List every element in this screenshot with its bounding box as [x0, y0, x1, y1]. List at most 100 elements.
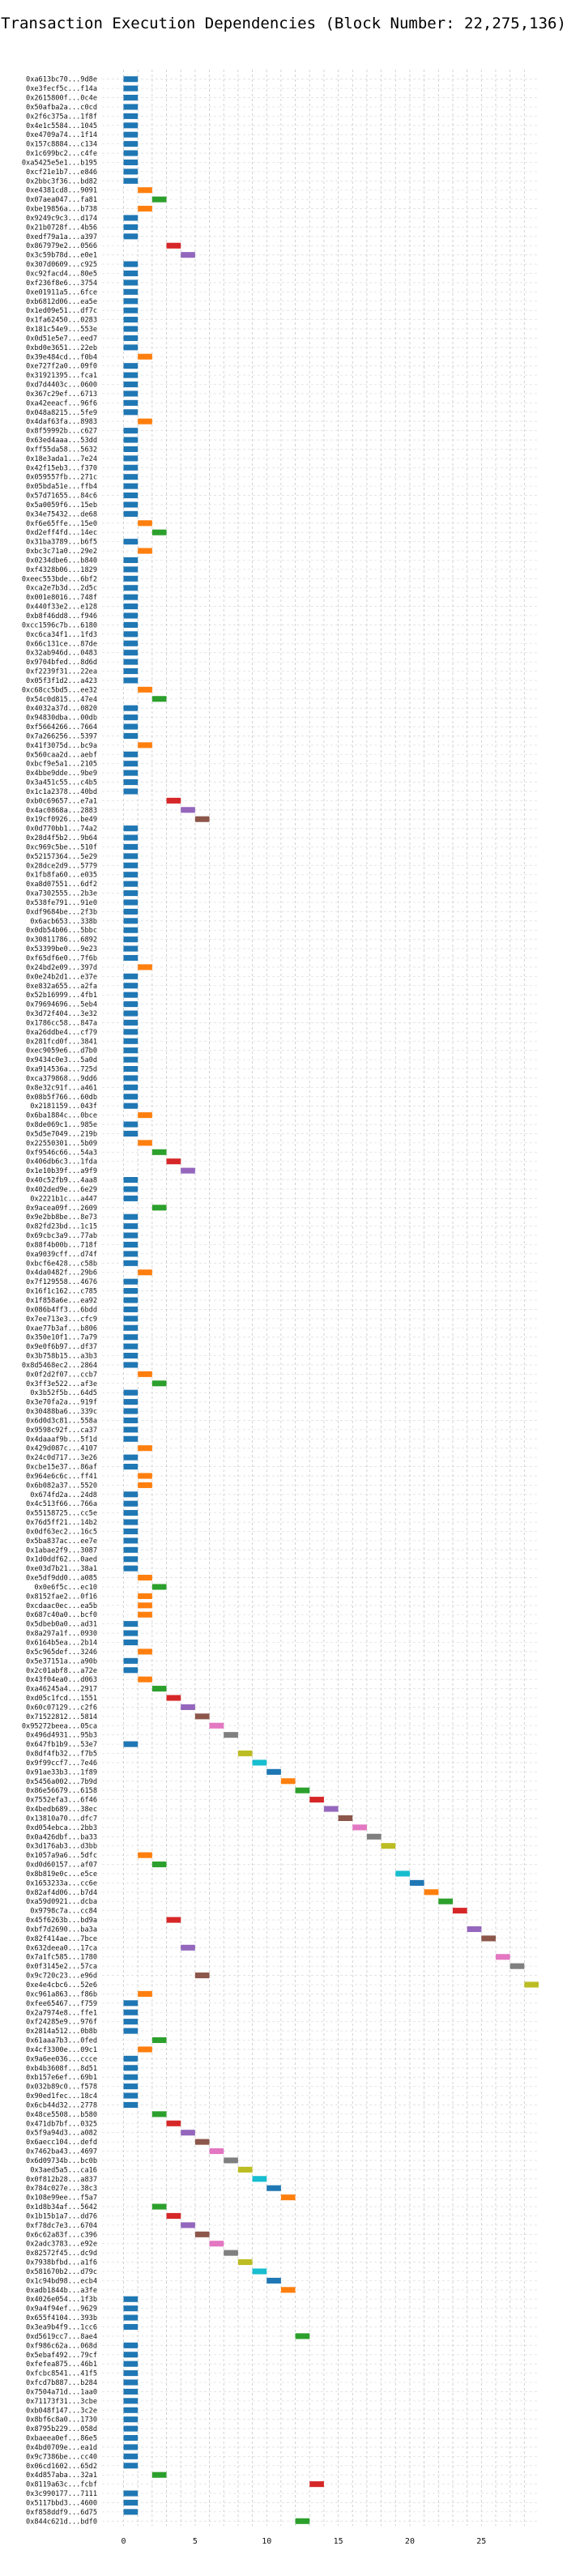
- transaction-label: 0x496d4931...95b3: [26, 1732, 97, 1740]
- transaction-bar: [138, 964, 152, 970]
- transaction-label: 0x3c59b78d...e0e1: [26, 252, 97, 260]
- transaction-label: 0xb6812d06...ea5e: [26, 298, 97, 306]
- transaction-bar: [123, 288, 139, 295]
- transaction-label: 0x5117bbd3...4600: [26, 2499, 97, 2507]
- transaction-label: 0x05f3f1d2...a423: [26, 677, 97, 685]
- transaction-bar: [123, 1630, 139, 1636]
- transaction-label: 0x3b52f5b...64d5: [30, 1389, 97, 1397]
- transaction-bar: [123, 2398, 139, 2404]
- transaction-bar: [123, 113, 139, 119]
- transaction-bar: [123, 381, 139, 388]
- transaction-bar: [123, 510, 139, 517]
- transaction-bar: [409, 1879, 424, 1886]
- transaction-label: 0x69cbc3a9...77ab: [26, 1232, 97, 1240]
- transaction-label: 0x8a297a1f...0930: [26, 1630, 97, 1638]
- transaction-bar: [266, 2185, 281, 2191]
- transaction-label: 0xa5425e5e1...b195: [22, 159, 97, 167]
- transaction-bar: [123, 1306, 139, 1312]
- transaction-bar: [123, 659, 139, 665]
- transaction-bar: [123, 594, 139, 600]
- transaction-bar: [123, 918, 139, 924]
- transaction-label: 0xf5664266...7664: [26, 723, 97, 731]
- transaction-label: 0x52157364...5e29: [26, 853, 97, 861]
- transaction-bar: [123, 2388, 139, 2395]
- transaction-bar: [123, 1010, 139, 1017]
- transaction-bar: [123, 872, 139, 878]
- transaction-bar: [138, 2046, 152, 2053]
- transaction-bar: [151, 1686, 167, 1692]
- transaction-bar: [138, 1482, 152, 1488]
- transaction-bar: [123, 2379, 139, 2386]
- transaction-bar: [194, 1973, 210, 1979]
- transaction-label: 0x2c01abf8...a72e: [26, 1667, 97, 1675]
- transaction-label: 0xcc1596c7b...6180: [22, 621, 97, 629]
- transaction-bar: [123, 1241, 139, 1248]
- transaction-bar: [123, 1213, 139, 1220]
- transaction-bar: [181, 1704, 195, 1710]
- transaction-label: 0x1ed09e51...df7c: [26, 307, 97, 315]
- transaction-bar: [123, 2434, 139, 2442]
- transaction-bar: [252, 2268, 267, 2275]
- transaction-bar: [123, 399, 139, 406]
- transaction-label: 0x157c8884...c134: [26, 141, 97, 149]
- transaction-bar: [123, 1639, 139, 1646]
- transaction-label: 0x6b082a37...5520: [26, 1482, 97, 1490]
- transaction-bar: [123, 2028, 139, 2034]
- transaction-bar: [123, 1463, 139, 1470]
- transaction-label: 0x48ce5508...b580: [26, 2111, 97, 2119]
- transaction-bar: [224, 1732, 238, 1738]
- transaction-bar: [123, 1500, 139, 1507]
- transaction-label: 0x18e3ada1...7e24: [26, 455, 97, 463]
- transaction-bar: [123, 390, 139, 397]
- transaction-label: 0xbc3c71a0...29e2: [26, 548, 97, 556]
- transaction-bar: [181, 1944, 195, 1951]
- transaction-label: 0x94830dba...00db: [26, 714, 97, 723]
- transaction-bar: [266, 1768, 281, 1775]
- transaction-label: 0x71522812...5814: [26, 1713, 97, 1721]
- transaction-label: 0x6ba1884c...0bce: [26, 1112, 97, 1120]
- transaction-bar: [224, 2157, 238, 2164]
- transaction-label: 0x95272beea...05ca: [22, 1722, 97, 1730]
- transaction-label: 0x108e99ee...f5a7: [26, 2194, 97, 2203]
- transaction-label: 0x001e8016...748f: [26, 594, 97, 602]
- transaction-label: 0x31921395...fca1: [26, 372, 97, 380]
- transaction-bar: [123, 2055, 139, 2062]
- transaction-label: 0xa26ddbe4...cf79: [26, 1029, 97, 1037]
- transaction-label: 0x402ded9e...6e29: [26, 1186, 97, 1194]
- transaction-label: 0xcf21e1b7...e846: [26, 168, 97, 177]
- transaction-label: 0x2814a512...0b8b: [26, 2028, 97, 2036]
- transaction-bar: [123, 936, 139, 943]
- transaction-label: 0x655f4104...393b: [26, 2314, 97, 2322]
- transaction-bar: [123, 714, 139, 721]
- transaction-label: 0x9704bfed...8d6d: [26, 659, 97, 667]
- transaction-bar: [295, 1787, 310, 1793]
- transaction-bar: [123, 2342, 139, 2348]
- transaction-bar: [123, 317, 139, 323]
- transaction-bar: [123, 881, 139, 887]
- transaction-bar: [123, 215, 139, 221]
- transaction-bar: [194, 816, 210, 822]
- transaction-label: 0x471db7bf...0325: [26, 2120, 97, 2128]
- transaction-label: 0x2221b1c...a447: [30, 1195, 97, 1203]
- transaction-bar: [123, 585, 139, 591]
- transaction-label: 0x7504a71d...1aa0: [26, 2388, 97, 2396]
- transaction-bar: [209, 2241, 224, 2247]
- transaction-bar: [123, 732, 139, 739]
- transaction-bar: [123, 168, 139, 175]
- transaction-label: 0x3a451c55...c4b5: [26, 779, 97, 787]
- transaction-bar: [123, 2019, 139, 2025]
- transaction-bar: [151, 1584, 167, 1590]
- transaction-bar: [123, 1546, 139, 1553]
- transaction-bar: [123, 372, 139, 378]
- transaction-label: 0x50afba2a...c0cd: [26, 104, 97, 112]
- transaction-label: 0x31ba3789...b6f5: [26, 539, 97, 547]
- transaction-bar: [123, 834, 139, 841]
- transaction-bar: [123, 270, 139, 277]
- transaction-label: 0x1c94bd98...ecb4: [26, 2277, 97, 2285]
- transaction-bar: [123, 2101, 139, 2108]
- transaction-bar: [151, 1205, 167, 1211]
- transaction-label: 0x4daaaf9b...5f1d: [26, 1435, 97, 1444]
- transaction-label: 0xd5619cc7...8ae4: [26, 2333, 97, 2341]
- transaction-bar: [352, 1824, 367, 1831]
